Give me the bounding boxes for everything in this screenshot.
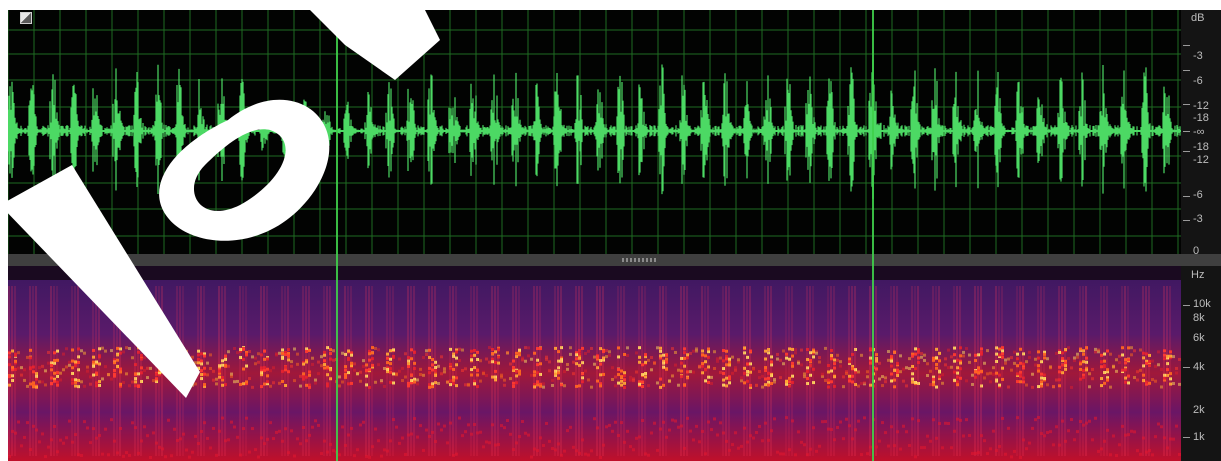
hz-tick-label: 8k <box>1193 312 1205 324</box>
hz-tick-label: 10k <box>1193 298 1211 310</box>
selection-cursor[interactable] <box>872 10 874 461</box>
ruler-tick <box>1183 45 1190 46</box>
hz-tick-label: 6k <box>1193 332 1205 344</box>
db-ruler: dB -3 -6 -12 -18 -∞ -18 -12 -6 -3 0 <box>1181 10 1221 257</box>
ruler-tick <box>1183 131 1190 132</box>
hz-tick-label: 4k <box>1193 361 1205 373</box>
ruler-tick <box>1183 151 1190 152</box>
db-tick-label: -12 <box>1193 154 1209 166</box>
db-tick-label: -∞ <box>1193 126 1205 138</box>
ruler-tick <box>1183 104 1190 105</box>
db-tick-label: -3 <box>1193 213 1203 225</box>
hz-tick-label: 1k <box>1193 431 1205 443</box>
playhead-cursor[interactable] <box>336 10 338 461</box>
ruler-tick <box>1183 305 1190 306</box>
spectrogram-canvas[interactable] <box>8 266 1181 461</box>
ruler-tick <box>1183 196 1190 197</box>
ruler-tick <box>1183 220 1190 221</box>
db-tick-label: -6 <box>1193 189 1203 201</box>
hz-tick-label: 2k <box>1193 404 1205 416</box>
spectrogram-top-band <box>8 266 1181 280</box>
db-tick-label: -12 <box>1193 100 1209 112</box>
db-tick-label: -3 <box>1193 50 1203 62</box>
db-tick-label: -18 <box>1193 141 1209 153</box>
view-toggle-icon[interactable] <box>20 12 32 24</box>
waveform-panel[interactable] <box>8 10 1181 254</box>
hz-unit-label: Hz <box>1191 269 1205 281</box>
ruler-tick <box>1183 437 1190 438</box>
frequency-ruler: Hz 10k 8k 6k 4k 2k 1k <box>1181 266 1221 461</box>
waveform-canvas[interactable] <box>8 10 1181 254</box>
db-tick-label: -18 <box>1193 112 1209 124</box>
db-tick-label: -6 <box>1193 75 1203 87</box>
db-tick-label: 0 <box>1193 245 1200 257</box>
panel-divider[interactable] <box>8 254 1221 266</box>
ruler-tick <box>1183 70 1190 71</box>
panel-resize-grip-icon[interactable] <box>622 258 656 262</box>
db-unit-label: dB <box>1191 12 1205 24</box>
spectrogram-panel[interactable] <box>8 266 1181 461</box>
ruler-tick <box>1183 367 1190 368</box>
